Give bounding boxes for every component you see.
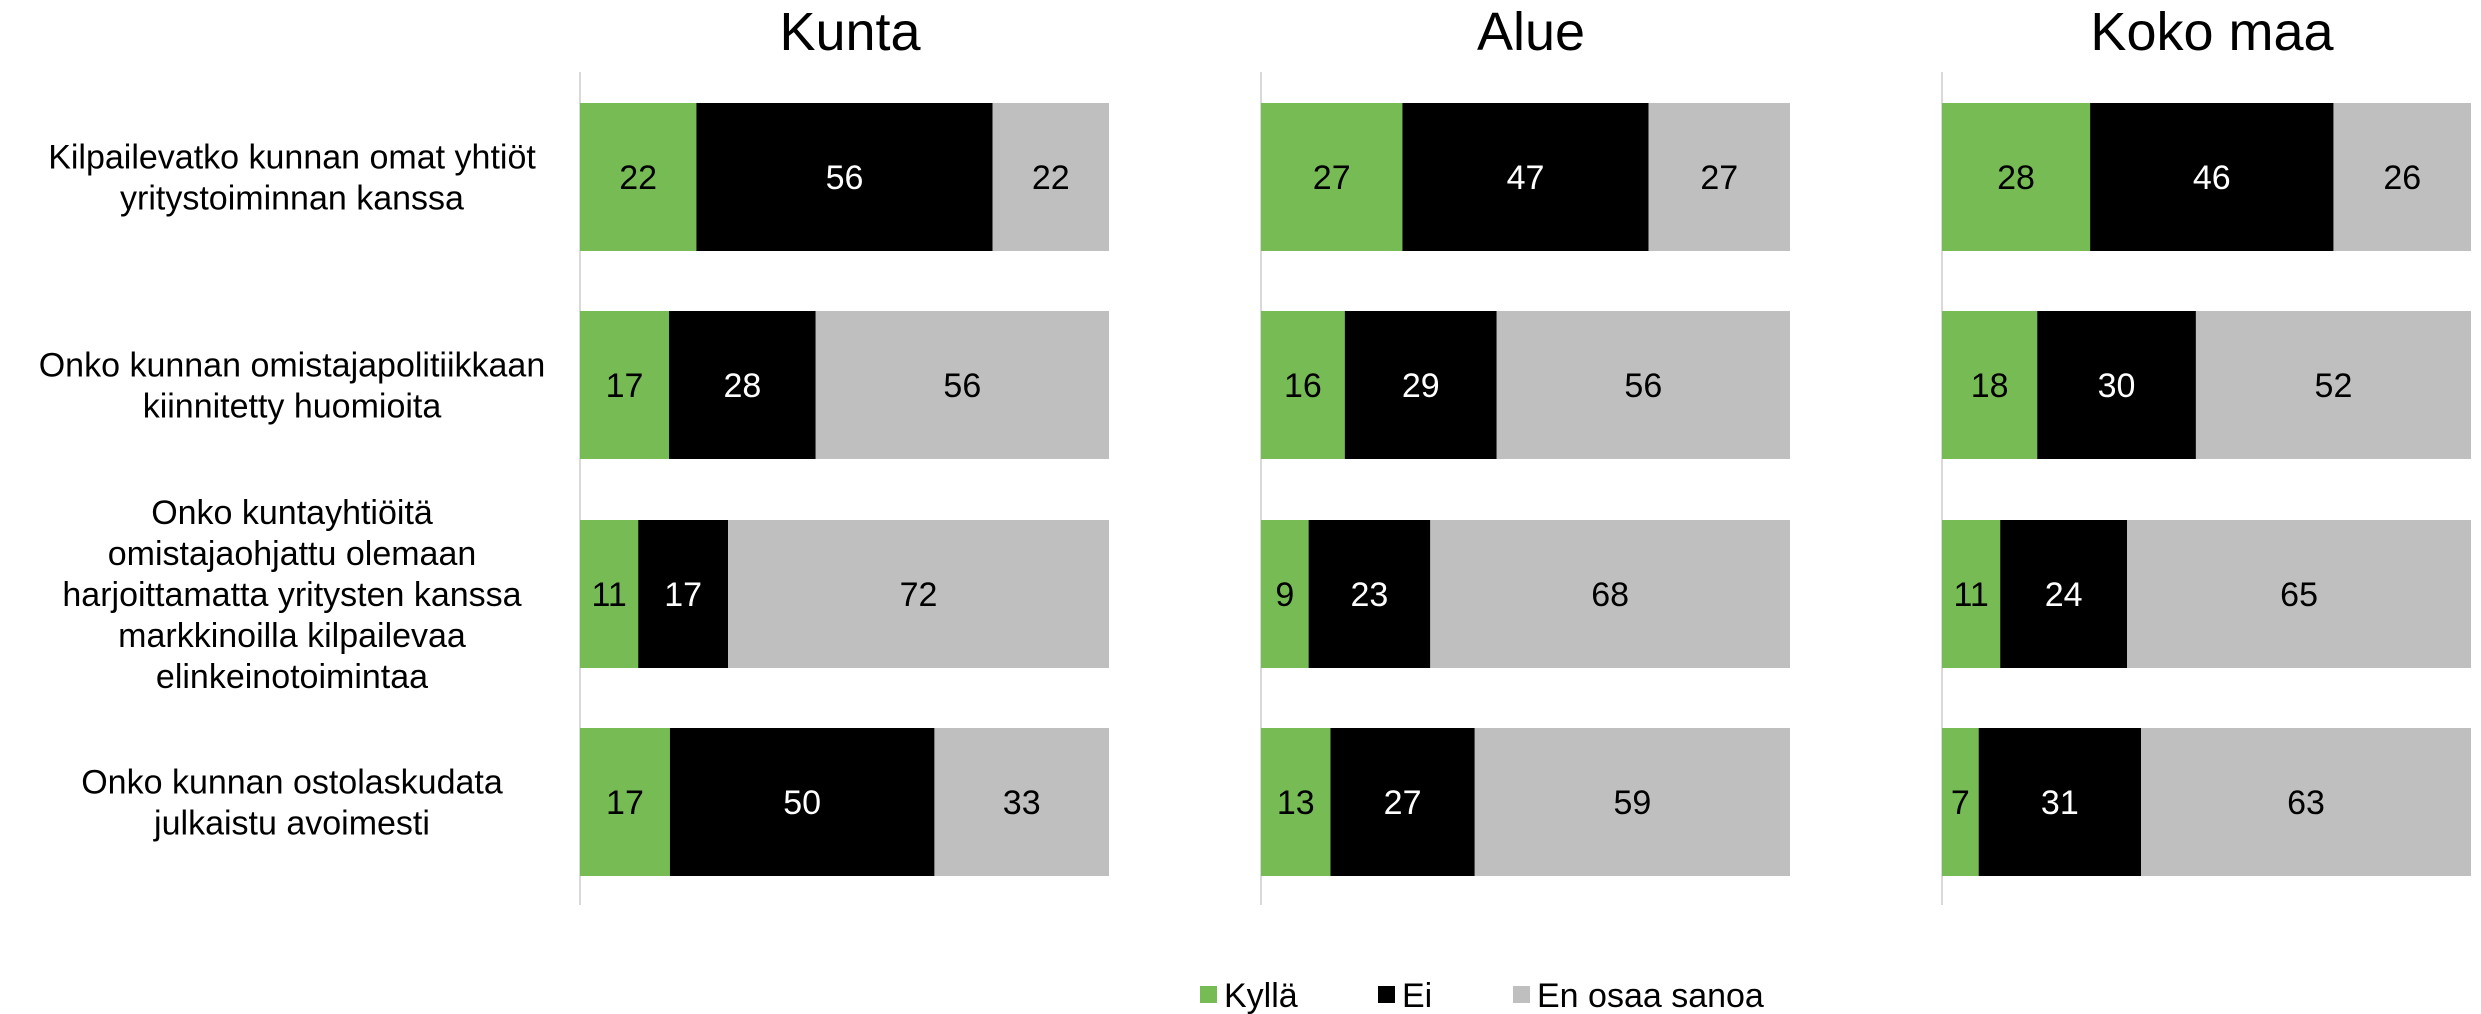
- bar-segment: [2141, 728, 2471, 876]
- data-label: 22: [619, 159, 657, 197]
- category-label: Kilpailevatko kunnan omat yhtiöt yritysto…: [48, 139, 536, 218]
- data-label: 27: [1700, 159, 1738, 197]
- data-label: 11: [1953, 576, 1988, 614]
- bar-segment: [1330, 728, 1475, 876]
- data-label: 31: [2041, 784, 2079, 822]
- legend-item: Ei: [1378, 977, 1432, 1014]
- bar-segment: [1942, 311, 2038, 459]
- panel-title-kunta: Kunta: [779, 2, 921, 62]
- chart-panels: 22 56 22 17 28 56 11 17 72 17 50 33 27 47 27 16 29 56 9 23 6…: [579, 72, 2471, 905]
- bar-segment: [669, 311, 816, 459]
- bar-segment: [580, 728, 670, 876]
- bar-segment: [1402, 103, 1649, 251]
- bar-segment: [669, 728, 935, 876]
- bar-segment: [580, 520, 639, 668]
- legend-swatch: [1513, 986, 1530, 1003]
- legend-item: Kyllä: [1200, 977, 1298, 1014]
- bar-segment: [934, 728, 1109, 876]
- bar-segment: [1942, 103, 2091, 251]
- data-label: 27: [1313, 159, 1351, 197]
- legend-label: Ei: [1402, 977, 1432, 1014]
- data-label: 65: [2280, 576, 2318, 614]
- bar-segment: [2333, 103, 2471, 251]
- legend-label: Kyllä: [1224, 977, 1298, 1014]
- bar-segment: [1942, 728, 1979, 876]
- data-label: 18: [1971, 367, 2009, 405]
- data-label: 7: [1951, 784, 1970, 822]
- data-label: 56: [1624, 367, 1662, 405]
- bar-segment: [992, 103, 1109, 251]
- category-label: Onko kunnan omistajapolitiikkaan kiinnite…: [39, 347, 546, 426]
- legend-item: En osaa sanoa: [1513, 977, 1764, 1014]
- bar-segment: [1308, 520, 1431, 668]
- data-label: 29: [1402, 367, 1440, 405]
- data-label: 26: [2383, 159, 2421, 197]
- bar-segment: [580, 103, 697, 251]
- bar-segment: [638, 520, 729, 668]
- data-label: 52: [2315, 367, 2353, 405]
- data-label: 28: [723, 367, 761, 405]
- data-label: 17: [664, 576, 702, 614]
- bar-segment: [2037, 311, 2196, 459]
- data-label: 23: [1351, 576, 1389, 614]
- panel-2: 27 47 27 16 29 56 9 23 68 13 27 59: [1260, 72, 1790, 905]
- data-label: 16: [1284, 367, 1322, 405]
- bar-segment: [580, 311, 670, 459]
- data-label: 56: [826, 159, 864, 197]
- data-label: 13: [1277, 784, 1315, 822]
- data-label: 56: [943, 367, 981, 405]
- bar-segment: [1261, 311, 1345, 459]
- data-label: 27: [1384, 784, 1422, 822]
- bar-segment: [2127, 520, 2471, 668]
- category-labels: Kilpailevatko kunnan omat yhtiöt yritysto…: [39, 139, 546, 843]
- category-label: Onko kunnan ostolaskudata julkaistu avoim…: [81, 764, 503, 843]
- data-label: 24: [2045, 576, 2083, 614]
- bar-segment: [1496, 311, 1790, 459]
- data-label: 17: [606, 367, 644, 405]
- data-label: 11: [591, 576, 626, 614]
- data-label: 59: [1613, 784, 1651, 822]
- data-label: 72: [900, 576, 938, 614]
- data-label: 22: [1032, 159, 1070, 197]
- bar-segment: [2000, 520, 2128, 668]
- bar-segment: [2195, 311, 2471, 459]
- panel-title-koko-maa: Koko maa: [2090, 2, 2334, 62]
- data-label: 63: [2287, 784, 2325, 822]
- bar-segment: [2090, 103, 2334, 251]
- bar-segment: [1648, 103, 1790, 251]
- panel-1: 22 56 22 17 28 56 11 17 72 17 50 33: [579, 72, 1109, 905]
- data-label: 28: [1997, 159, 2035, 197]
- panel-title-alue: Alue: [1477, 2, 1585, 62]
- panel-titles: Kunta Alue Koko maa: [779, 2, 2334, 62]
- panel-3: 28 46 26 18 30 52 11 24 65 7 31 63: [1941, 72, 2471, 905]
- category-label: Onko kuntayhtiöitä omistajaohjattu olemaa…: [62, 494, 521, 696]
- data-label: 46: [2193, 159, 2231, 197]
- data-label: 33: [1003, 784, 1041, 822]
- bar-segment: [1942, 520, 2001, 668]
- bar-segment: [1261, 103, 1403, 251]
- bar-segment: [696, 103, 993, 251]
- bar-segment: [1430, 520, 1790, 668]
- data-label: 17: [606, 784, 644, 822]
- data-label: 47: [1507, 159, 1545, 197]
- data-label: 68: [1591, 576, 1629, 614]
- legend-label: En osaa sanoa: [1537, 977, 1764, 1014]
- legend-swatch: [1378, 986, 1395, 1003]
- data-label: 30: [2098, 367, 2136, 405]
- bar-segment: [1261, 728, 1331, 876]
- bar-segment: [1261, 520, 1309, 668]
- bar-segment: [1474, 728, 1790, 876]
- data-label: 50: [783, 784, 821, 822]
- bar-segment: [1344, 311, 1497, 459]
- bar-segment: [728, 520, 1109, 668]
- legend-swatch: [1200, 986, 1217, 1003]
- data-label: 9: [1275, 576, 1294, 614]
- legend: Kyllä Ei En osaa sanoa: [1200, 977, 1764, 1014]
- bar-segment: [815, 311, 1109, 459]
- bar-segment: [1978, 728, 2142, 876]
